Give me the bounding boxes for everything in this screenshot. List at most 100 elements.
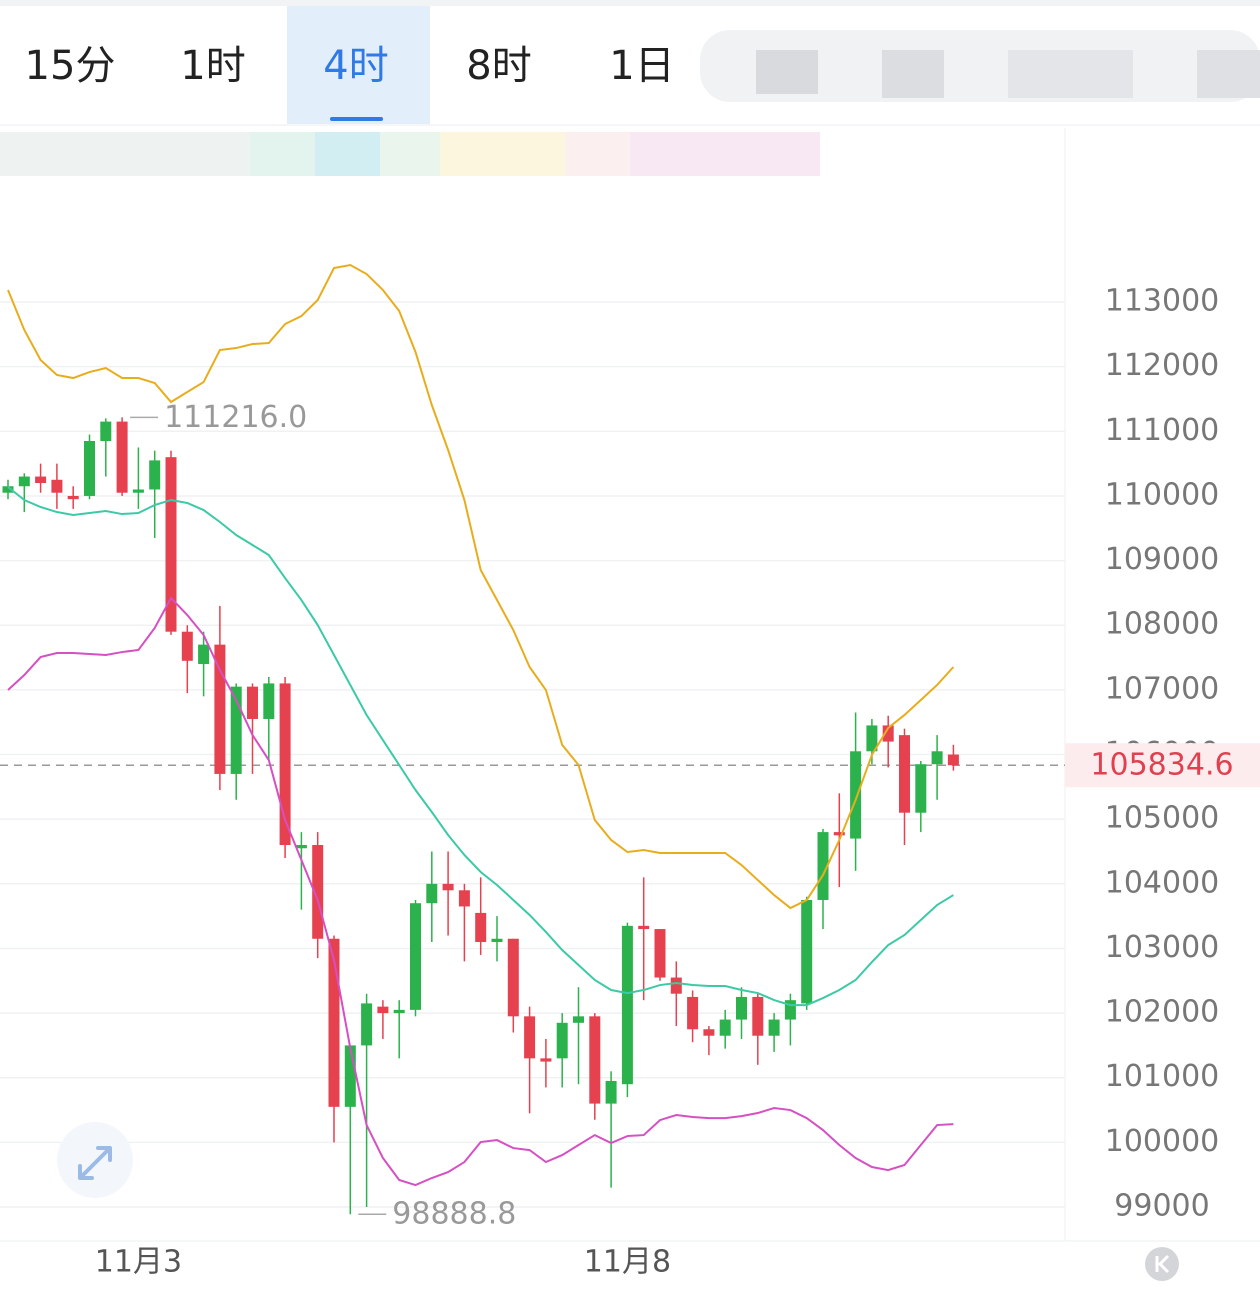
- candle-body: [507, 938, 519, 1017]
- tab-underline: [330, 117, 383, 121]
- candle-body: [198, 644, 210, 665]
- candle-body: [817, 832, 829, 900]
- blurred-legend: [630, 132, 820, 176]
- candle-body: [475, 912, 487, 942]
- y-tick-label: 101000: [1105, 1059, 1220, 1094]
- candle-body: [295, 845, 307, 849]
- candle-body: [458, 890, 470, 907]
- candle-body: [247, 686, 258, 719]
- y-tick-label: 110000: [1105, 477, 1220, 512]
- candle-body: [361, 1003, 373, 1046]
- candle-body: [132, 489, 144, 493]
- candle-body: [524, 1016, 536, 1059]
- x-tick-label: 11月8: [584, 1245, 671, 1280]
- candle-body: [149, 460, 161, 490]
- candle-body: [51, 479, 63, 493]
- tab[interactable]: 1时: [180, 43, 245, 89]
- selected-tab-bg: [287, 6, 430, 124]
- expand-icon[interactable]: [78, 1146, 112, 1180]
- candle-body: [230, 686, 242, 774]
- candle-body: [540, 1058, 552, 1062]
- candle-body: [67, 495, 79, 500]
- candle-body: [801, 899, 813, 1004]
- candle-body: [670, 977, 682, 994]
- blurred-tab: [756, 50, 818, 94]
- candle-body: [100, 421, 112, 442]
- candle-body: [35, 476, 47, 484]
- y-tick-label: 107000: [1105, 671, 1220, 706]
- candle-body: [866, 725, 878, 752]
- y-tick-label: 111000: [1105, 413, 1220, 448]
- candle-body: [165, 457, 177, 632]
- k-button[interactable]: [1145, 1247, 1179, 1281]
- candle-body: [18, 476, 30, 487]
- blurred-tab: [882, 50, 944, 98]
- expand-bg[interactable]: [57, 1122, 133, 1198]
- blurred-legend: [380, 132, 440, 176]
- candle-body: [328, 938, 340, 1107]
- candle-body: [344, 1045, 356, 1107]
- band-line: [7, 263, 955, 910]
- candle-body: [214, 644, 226, 774]
- candle-body: [491, 938, 503, 942]
- expand-button[interactable]: [57, 1122, 133, 1198]
- candle-body: [784, 1000, 796, 1020]
- band-line: [7, 486, 954, 1007]
- candle-body: [687, 996, 699, 1030]
- candle-body: [312, 845, 324, 939]
- candle-body: [882, 725, 894, 742]
- candle-body: [279, 683, 291, 846]
- candle-body: [573, 1016, 584, 1023]
- tab[interactable]: 15分: [25, 43, 116, 89]
- blurred-legend: [0, 132, 250, 176]
- candle-body: [931, 751, 943, 765]
- last-price-label: 105834.6: [1090, 748, 1233, 783]
- candle-body: [654, 929, 666, 978]
- tab[interactable]: 1日: [609, 43, 674, 89]
- candle-body: [703, 1029, 715, 1036]
- y-tick-label: 113000: [1105, 284, 1220, 319]
- candle-body: [638, 925, 650, 930]
- y-tick-label: 104000: [1105, 865, 1220, 900]
- candle-body: [263, 683, 275, 719]
- candle-body: [410, 903, 421, 1010]
- y-tick-label: 103000: [1105, 930, 1220, 965]
- candle-body: [947, 754, 959, 766]
- candle-body: [768, 1019, 780, 1036]
- y-tick-label: 112000: [1105, 348, 1220, 383]
- y-tick-label: 108000: [1105, 607, 1220, 642]
- tab[interactable]: 8时: [466, 43, 531, 89]
- grid: 99000 100000 101000 102000 103000 104000 10500…: [0, 284, 1260, 1280]
- y-tick-label: 102000: [1105, 995, 1220, 1030]
- candle-body: [719, 1019, 731, 1036]
- blurred-tab: [1197, 50, 1260, 98]
- k-icon[interactable]: [1155, 1254, 1170, 1274]
- candle-body: [899, 735, 910, 813]
- tab[interactable]: 4时: [323, 43, 388, 89]
- last-price-bg: [1065, 743, 1260, 788]
- candle-body: [2, 486, 14, 493]
- candle-body: [736, 996, 747, 1020]
- tabs: 15分 1时 4时 8时 1日: [25, 43, 675, 89]
- candle-body: [605, 1080, 617, 1104]
- candle-body: [84, 441, 95, 496]
- plot: 111216.0 98888.8: [2, 263, 959, 1232]
- candle-body: [181, 631, 193, 661]
- max-marker-label: 111216.0: [164, 400, 307, 435]
- candle-body: [915, 764, 927, 813]
- candle-body: [752, 996, 764, 1036]
- candle-body: [833, 832, 845, 836]
- candle-body: [621, 925, 633, 1085]
- top-strip: [0, 0, 1260, 6]
- candle-body: [850, 751, 862, 839]
- blurred-legend: [250, 132, 315, 176]
- candle-body: [442, 883, 454, 891]
- min-marker-label: 98888.8: [392, 1197, 516, 1232]
- candle-body: [556, 1022, 568, 1059]
- y-tick-label: 100000: [1105, 1124, 1220, 1159]
- candle-body: [377, 1006, 389, 1014]
- y-tick-label: 105000: [1105, 801, 1220, 836]
- band-line: [7, 596, 954, 1187]
